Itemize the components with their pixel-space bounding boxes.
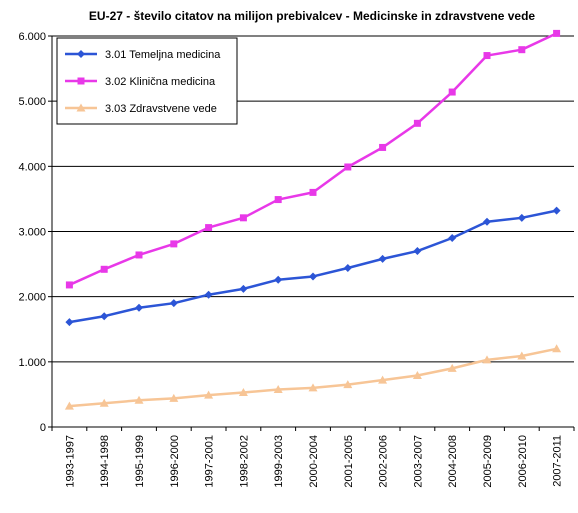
- data-point: [483, 52, 491, 60]
- data-point: [99, 398, 109, 407]
- data-point: [517, 351, 527, 360]
- data-point: [169, 393, 179, 402]
- x-tick-label: 1993-1997: [64, 435, 76, 488]
- chart-title: EU-27 - število citatov na milijon prebi…: [89, 9, 535, 23]
- data-point: [239, 284, 248, 293]
- data-point: [413, 119, 421, 127]
- series-line: [69, 209, 557, 324]
- x-tick-label: 1996-2000: [169, 435, 181, 488]
- legend: 3.01 Temeljna medicina 3.02 Klinična medi…: [56, 37, 238, 125]
- data-point: [447, 363, 457, 372]
- x-tick-label: 2001-2005: [343, 435, 355, 488]
- y-tick-label: 5.000: [18, 96, 46, 108]
- x-tick-label: 2003-2007: [412, 435, 424, 488]
- data-point: [448, 234, 457, 243]
- data-point: [134, 395, 144, 404]
- data-point: [448, 88, 456, 96]
- data-point: [238, 387, 248, 396]
- x-tick-label: 2007-2011: [552, 435, 564, 487]
- data-point: [379, 143, 387, 151]
- series-1: [65, 206, 561, 327]
- data-point: [378, 254, 387, 263]
- data-point: [170, 240, 178, 248]
- data-point: [343, 263, 352, 272]
- data-point: [65, 318, 74, 327]
- data-point: [204, 290, 213, 299]
- data-point: [517, 213, 526, 222]
- data-point: [308, 383, 318, 392]
- y-tick-label: 3.000: [18, 227, 46, 239]
- data-point: [135, 303, 143, 312]
- data-point: [76, 103, 86, 112]
- x-tick-label: 1997-2001: [204, 435, 216, 488]
- data-point: [343, 380, 353, 389]
- y-tick-label: 0: [40, 422, 46, 434]
- y-tick-label: 4.000: [18, 161, 46, 173]
- x-tick-label: 2000-2004: [308, 435, 320, 488]
- x-tick-label: 1998-2002: [238, 435, 250, 488]
- data-point: [273, 385, 283, 394]
- data-point: [552, 206, 561, 215]
- y-tick-label: 6.000: [18, 31, 46, 43]
- y-tick-label: 2.000: [18, 292, 46, 304]
- data-point: [413, 247, 422, 256]
- data-point: [205, 224, 213, 232]
- x-tick-label: 2006-2010: [517, 435, 529, 488]
- data-point: [344, 163, 352, 171]
- y-tick-label: 1.000: [18, 357, 46, 369]
- data-point: [518, 46, 526, 54]
- data-point: [309, 272, 317, 281]
- data-point: [483, 217, 491, 226]
- data-point: [64, 401, 74, 410]
- x-tick-label: 2002-2006: [378, 435, 390, 488]
- data-point: [239, 214, 247, 222]
- x-tick-label: 1994-1998: [99, 435, 111, 488]
- x-tick-label: 1999-2003: [273, 435, 285, 488]
- series-3: [64, 344, 562, 410]
- series-line: [69, 347, 557, 408]
- data-point: [553, 29, 561, 37]
- data-point: [100, 312, 109, 321]
- legend-label: 3.02 Klinična medicina: [105, 76, 216, 88]
- data-point: [77, 50, 85, 58]
- data-point: [204, 390, 214, 399]
- data-point: [135, 251, 143, 259]
- x-tick-label: 2004-2008: [447, 435, 459, 488]
- series-2: [65, 29, 561, 289]
- data-point: [65, 281, 73, 289]
- x-tick-label: 2005-2009: [482, 435, 494, 488]
- x-tick-label: 1995-1999: [134, 435, 146, 488]
- data-point: [482, 355, 492, 364]
- data-point: [274, 196, 282, 204]
- data-point: [378, 375, 388, 384]
- data-point: [552, 344, 562, 353]
- x-axis: 1993-1997 1994-1998 1995-1999 1996-2000 1997…: [51, 426, 575, 488]
- data-point: [274, 275, 283, 284]
- series-group: [64, 29, 562, 410]
- legend-label: 3.03 Zdravstvene vede: [105, 103, 217, 115]
- data-point: [169, 299, 178, 308]
- data-point: [77, 77, 85, 85]
- data-point: [412, 371, 422, 380]
- data-point: [309, 188, 317, 196]
- y-axis: 0 1.000 2.000 3.000 4.000 5.000 6.000: [18, 31, 53, 434]
- data-point: [100, 265, 108, 273]
- legend-label: 3.01 Temeljna medicina: [105, 49, 221, 61]
